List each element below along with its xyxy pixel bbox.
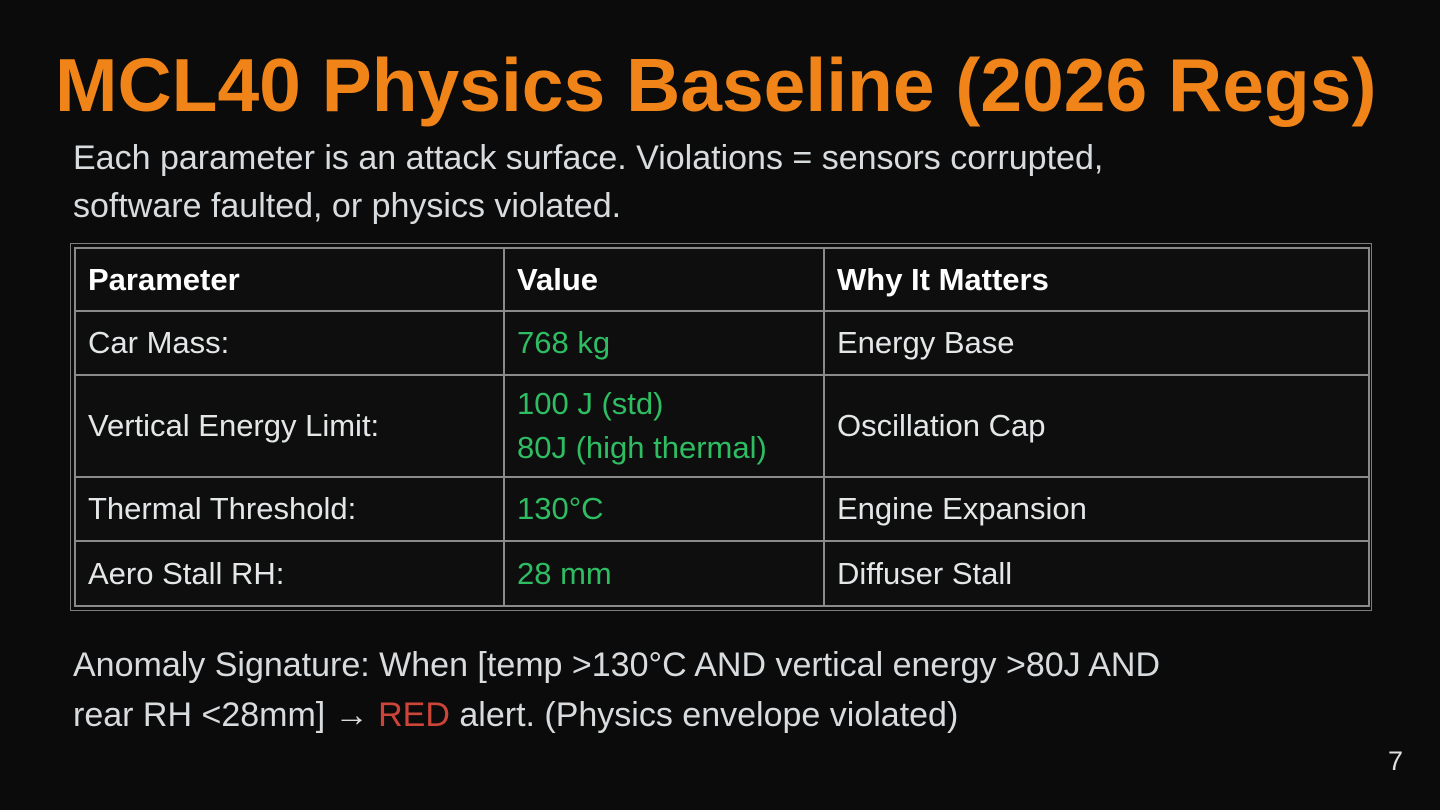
anomaly-text-before: Anomaly Signature: When [temp >130°C AND… xyxy=(73,646,1161,734)
table-row: Aero Stall RH: 28 mm Diffuser Stall xyxy=(74,540,1370,607)
red-alert-text: RED xyxy=(378,696,450,734)
value-cell: 768 kg xyxy=(503,310,825,376)
why-cell: Oscillation Cap xyxy=(823,374,1370,478)
table-row: Vertical Energy Limit: 100 J (std) 80J (… xyxy=(74,374,1370,478)
value-cell: 28 mm xyxy=(503,540,825,607)
parameter-cell: Car Mass: xyxy=(74,310,505,376)
table-row: Car Mass: 768 kg Energy Base xyxy=(74,310,1370,376)
value-cell: 130°C xyxy=(503,476,825,542)
page-number: 7 xyxy=(1388,746,1404,776)
column-header-value: Value xyxy=(503,247,825,312)
why-cell: Engine Expansion xyxy=(823,476,1370,542)
parameter-cell: Vertical Energy Limit: xyxy=(74,374,505,478)
slide-subtitle: Each parameter is an attack surface. Vio… xyxy=(73,139,1104,225)
physics-baseline-table: Parameter Value Why It Matters Car Mass:… xyxy=(74,247,1370,607)
parameter-cell: Thermal Threshold: xyxy=(74,476,505,542)
table-row: Thermal Threshold: 130°C Engine Expansio… xyxy=(74,476,1370,542)
table-header-row: Parameter Value Why It Matters xyxy=(74,247,1370,312)
parameter-cell: Aero Stall RH: xyxy=(74,540,505,607)
why-cell: Energy Base xyxy=(823,310,1370,376)
value-cell: 100 J (std) 80J (high thermal) xyxy=(503,374,825,478)
physics-baseline-table-frame: Parameter Value Why It Matters Car Mass:… xyxy=(70,243,1372,611)
slide-title: MCL40 Physics Baseline (2026 Regs) xyxy=(55,43,1377,127)
anomaly-text-after: alert. (Physics envelope violated) xyxy=(449,696,959,734)
anomaly-signature-note: Anomaly Signature: When [temp >130°C AND… xyxy=(73,640,1403,740)
column-header-why-it-matters: Why It Matters xyxy=(823,247,1370,312)
why-cell: Diffuser Stall xyxy=(823,540,1370,607)
column-header-parameter: Parameter xyxy=(74,247,505,312)
